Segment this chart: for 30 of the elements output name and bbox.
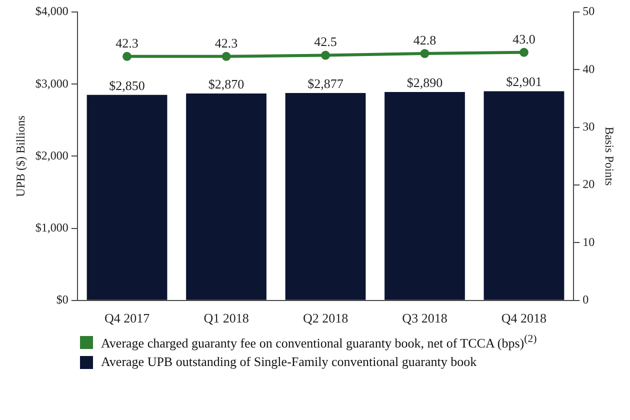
y2-tick-label: 40 — [582, 62, 595, 76]
data-label: $2,870 — [208, 76, 244, 92]
y2-tick-label: 0 — [582, 292, 589, 307]
y-tick-label: $3,000 — [35, 76, 68, 90]
y-tick-label: $1,000 — [35, 220, 68, 234]
y2-tick-label: 20 — [582, 177, 595, 192]
data-label: 42.8 — [413, 32, 436, 48]
data-label: $2,901 — [506, 74, 542, 90]
y-tick-label: $2,000 — [35, 148, 68, 162]
data-label: 43.0 — [512, 31, 536, 46]
data-label: 42.3 — [116, 35, 138, 50]
y2-tick-label: 30 — [582, 120, 595, 134]
x-tick-label: Q3 2018 — [402, 310, 448, 326]
data-label: $2,850 — [109, 78, 145, 93]
x-tick-label: Q2 2018 — [302, 310, 348, 326]
x-tick-label: Q4 2017 — [104, 310, 150, 326]
y-tick-label: $0 — [56, 292, 68, 307]
legend-label: Average charged guaranty fee on conventional guaranty book, net of TCCA (bps)$^{(2)}$ — [101, 333, 537, 352]
data-label: 42.3 — [214, 35, 238, 50]
data-label: $2,877 — [308, 76, 344, 91]
data-label: $2,890 — [406, 74, 443, 90]
y-tick-label: $4,000 — [35, 4, 68, 18]
x-tick-label: Q1 2018 — [204, 310, 249, 326]
y2-tick-label: 10 — [582, 234, 595, 249]
data-label: 42.5 — [314, 34, 337, 50]
y-axis-title: UPB ($) Billions — [13, 115, 28, 197]
x-tick-label: Q4 2018 — [501, 310, 547, 326]
legend-label: Average UPB outstanding of Single-Family conventional guaranty book — [101, 354, 477, 370]
y2-axis-title: Basis Points — [602, 126, 617, 186]
y2-tick-label: 50 — [582, 4, 595, 18]
